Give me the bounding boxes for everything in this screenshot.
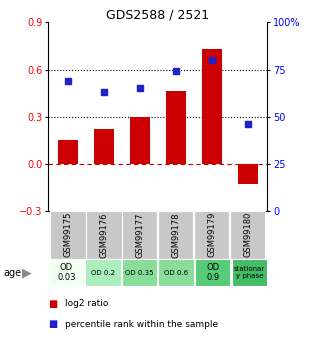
Bar bbox=[202, 49, 222, 164]
Point bbox=[137, 86, 142, 91]
Text: OD 0.6: OD 0.6 bbox=[164, 269, 188, 276]
Bar bbox=[194, 211, 229, 259]
Title: GDS2588 / 2521: GDS2588 / 2521 bbox=[106, 8, 209, 21]
Bar bbox=[50, 211, 86, 259]
Point bbox=[101, 89, 106, 95]
Text: OD 0.35: OD 0.35 bbox=[125, 269, 154, 276]
Bar bbox=[94, 129, 114, 164]
Text: ▶: ▶ bbox=[22, 266, 31, 279]
Point bbox=[245, 121, 250, 127]
Text: GSM99176: GSM99176 bbox=[100, 212, 109, 257]
Point bbox=[66, 78, 71, 83]
Text: GSM99179: GSM99179 bbox=[207, 212, 216, 257]
Text: GSM99180: GSM99180 bbox=[243, 212, 252, 257]
Text: ■: ■ bbox=[48, 319, 58, 329]
Text: GSM99175: GSM99175 bbox=[63, 212, 72, 257]
Bar bbox=[122, 211, 157, 259]
Text: age: age bbox=[3, 268, 21, 277]
Text: percentile rank within the sample: percentile rank within the sample bbox=[65, 320, 218, 329]
Bar bbox=[166, 91, 186, 164]
Text: GSM99178: GSM99178 bbox=[171, 212, 180, 257]
Bar bbox=[238, 164, 258, 184]
Point bbox=[173, 69, 178, 74]
Text: ■: ■ bbox=[48, 299, 58, 308]
Text: log2 ratio: log2 ratio bbox=[65, 299, 109, 308]
Text: OD
0.9: OD 0.9 bbox=[206, 263, 219, 282]
Point bbox=[209, 57, 214, 63]
Bar bbox=[130, 117, 150, 164]
Text: OD 0.2: OD 0.2 bbox=[91, 269, 115, 276]
Bar bbox=[58, 140, 78, 164]
Bar bbox=[230, 211, 265, 259]
Text: GSM99177: GSM99177 bbox=[135, 212, 144, 257]
Text: OD
0.03: OD 0.03 bbox=[57, 263, 76, 282]
Bar bbox=[86, 211, 122, 259]
Text: stationar
y phase: stationar y phase bbox=[234, 266, 265, 279]
Bar bbox=[158, 211, 193, 259]
